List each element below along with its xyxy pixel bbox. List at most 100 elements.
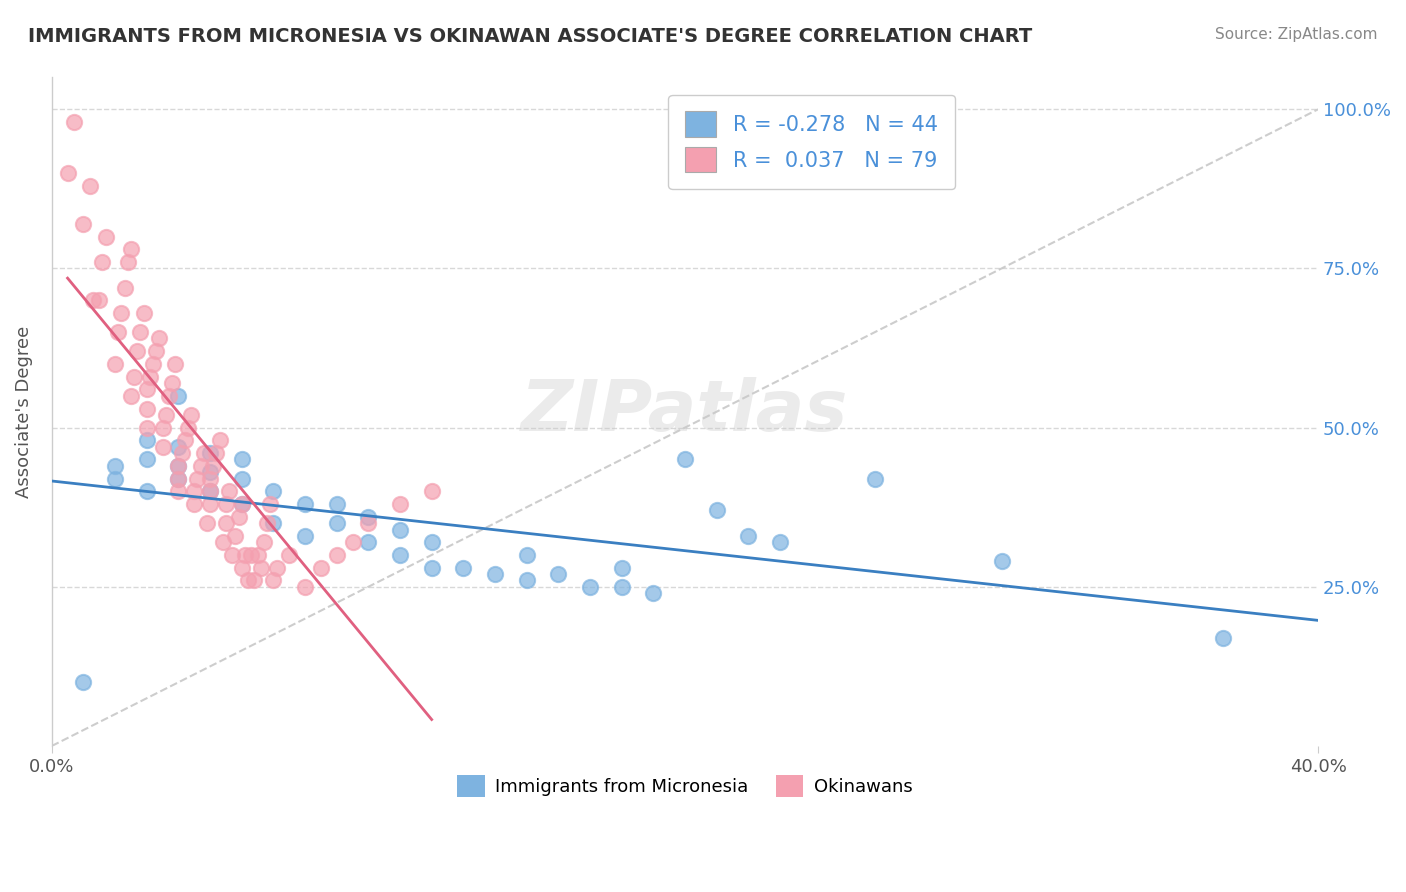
Point: [294, 497, 316, 511]
Point: [198, 497, 221, 511]
Point: [453, 560, 475, 574]
Point: [94, 229, 117, 244]
Point: [769, 535, 792, 549]
Point: [104, 458, 127, 473]
Point: [547, 567, 569, 582]
Point: [325, 497, 347, 511]
Point: [132, 306, 155, 320]
Point: [173, 434, 195, 448]
Point: [253, 535, 276, 549]
Point: [706, 503, 728, 517]
Point: [135, 434, 157, 448]
Point: [129, 325, 152, 339]
Point: [388, 523, 411, 537]
Point: [82, 293, 104, 308]
Text: ZIPatlas: ZIPatlas: [522, 377, 849, 446]
Point: [142, 357, 165, 371]
Point: [262, 574, 284, 588]
Point: [145, 344, 167, 359]
Text: IMMIGRANTS FROM MICRONESIA VS OKINAWAN ASSOCIATE'S DEGREE CORRELATION CHART: IMMIGRANTS FROM MICRONESIA VS OKINAWAN A…: [28, 27, 1032, 45]
Point: [266, 560, 288, 574]
Point: [516, 574, 538, 588]
Point: [325, 548, 347, 562]
Point: [89, 293, 111, 308]
Point: [484, 567, 506, 582]
Point: [420, 560, 443, 574]
Point: [165, 357, 187, 371]
Point: [249, 560, 271, 574]
Point: [215, 516, 238, 530]
Point: [231, 497, 253, 511]
Point: [72, 675, 94, 690]
Point: [240, 548, 263, 562]
Point: [193, 446, 215, 460]
Point: [610, 580, 633, 594]
Point: [198, 465, 221, 479]
Point: [357, 509, 380, 524]
Point: [262, 484, 284, 499]
Point: [516, 548, 538, 562]
Point: [152, 440, 174, 454]
Point: [117, 255, 139, 269]
Point: [990, 554, 1012, 568]
Point: [236, 574, 259, 588]
Point: [231, 497, 253, 511]
Point: [202, 458, 225, 473]
Point: [167, 458, 190, 473]
Point: [186, 472, 208, 486]
Point: [205, 446, 228, 460]
Point: [1212, 631, 1234, 645]
Point: [420, 535, 443, 549]
Point: [211, 535, 233, 549]
Point: [110, 306, 132, 320]
Point: [139, 369, 162, 384]
Point: [388, 497, 411, 511]
Point: [91, 255, 114, 269]
Point: [863, 472, 886, 486]
Point: [177, 420, 200, 434]
Point: [231, 452, 253, 467]
Point: [737, 529, 759, 543]
Point: [243, 574, 266, 588]
Point: [56, 166, 79, 180]
Point: [167, 484, 190, 499]
Point: [246, 548, 269, 562]
Point: [148, 331, 170, 345]
Point: [167, 440, 190, 454]
Y-axis label: Associate's Degree: Associate's Degree: [15, 326, 32, 498]
Point: [120, 389, 142, 403]
Point: [294, 529, 316, 543]
Point: [198, 472, 221, 486]
Point: [224, 529, 246, 543]
Point: [167, 472, 190, 486]
Point: [218, 484, 240, 499]
Point: [135, 452, 157, 467]
Point: [127, 344, 149, 359]
Point: [167, 458, 190, 473]
Point: [198, 446, 221, 460]
Point: [259, 497, 281, 511]
Point: [135, 420, 157, 434]
Point: [79, 178, 101, 193]
Legend: Immigrants from Micronesia, Okinawans: Immigrants from Micronesia, Okinawans: [450, 767, 920, 804]
Point: [231, 560, 253, 574]
Point: [388, 548, 411, 562]
Point: [420, 484, 443, 499]
Point: [195, 516, 218, 530]
Point: [157, 389, 180, 403]
Point: [180, 408, 202, 422]
Point: [228, 509, 250, 524]
Point: [643, 586, 665, 600]
Point: [104, 357, 127, 371]
Point: [167, 472, 190, 486]
Point: [357, 516, 380, 530]
Point: [231, 472, 253, 486]
Point: [152, 420, 174, 434]
Point: [135, 401, 157, 416]
Point: [198, 484, 221, 499]
Point: [357, 535, 380, 549]
Point: [160, 376, 183, 390]
Point: [120, 243, 142, 257]
Point: [190, 458, 212, 473]
Point: [579, 580, 602, 594]
